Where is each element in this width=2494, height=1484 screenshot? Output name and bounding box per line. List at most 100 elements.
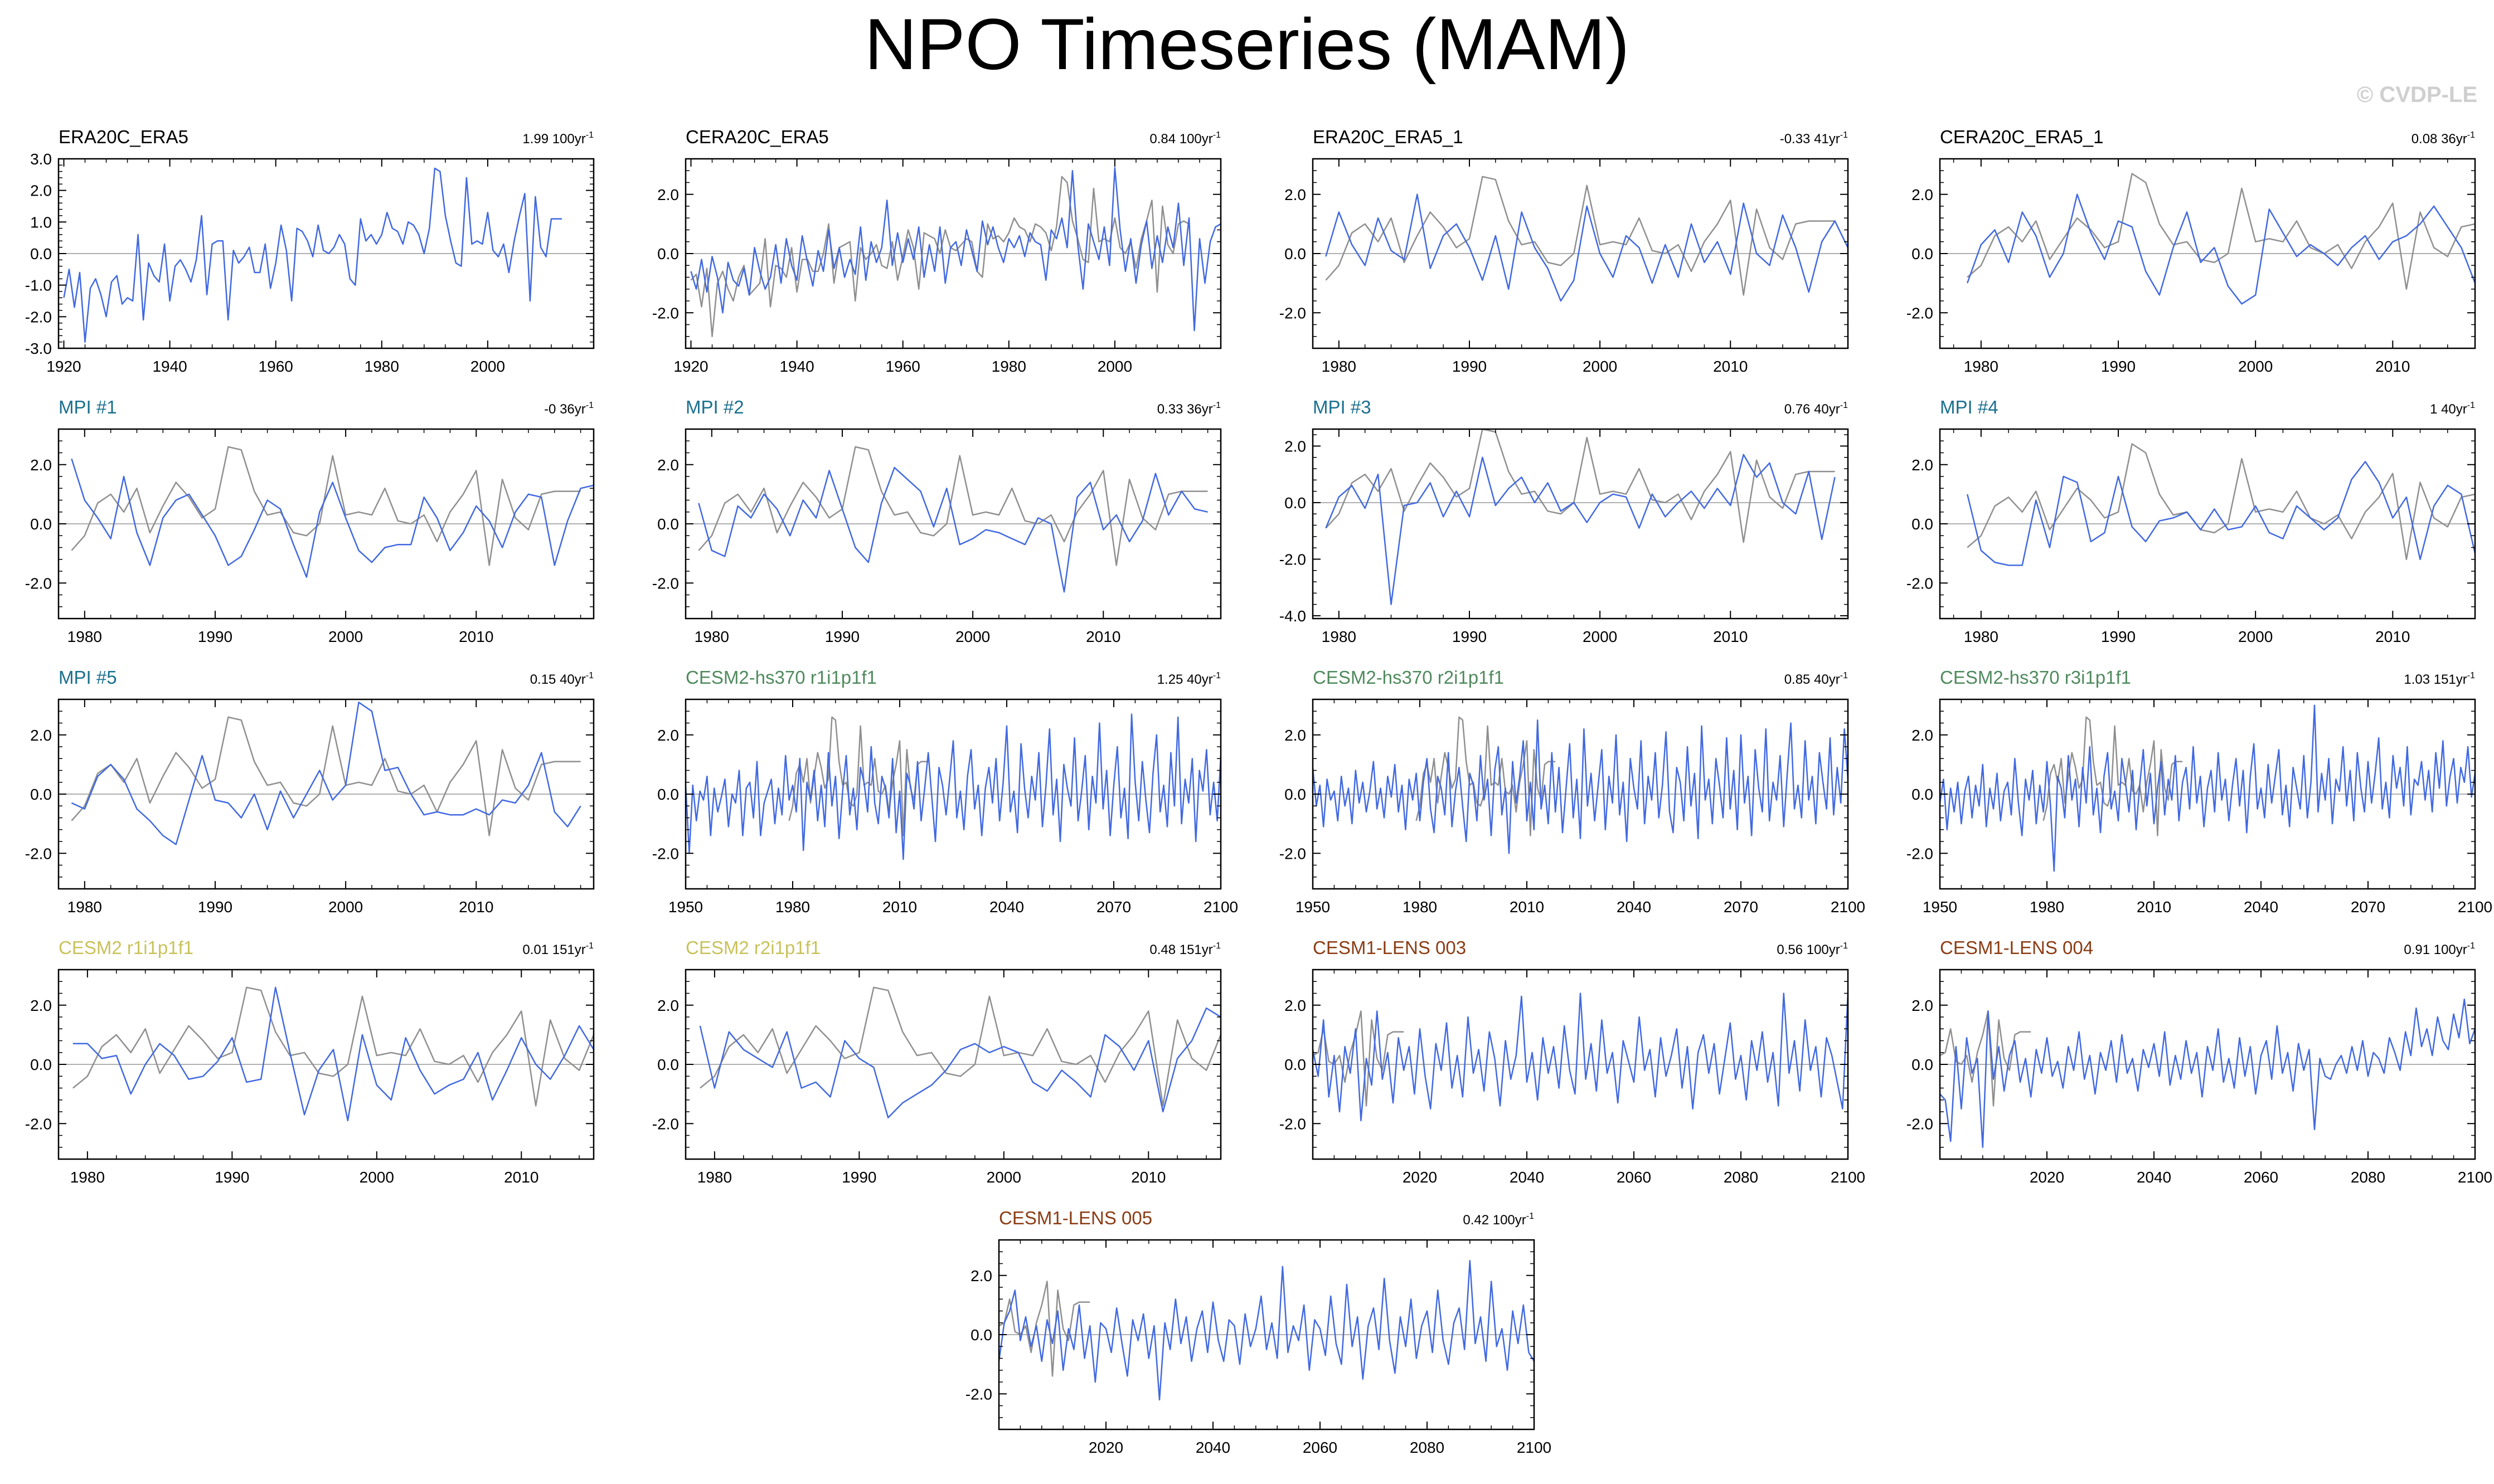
series-observed (1325, 176, 1835, 296)
x-tick-label: 2000 (328, 628, 363, 645)
series-model (1967, 193, 2475, 305)
panel-8: MPI #4 1 40yr-1 2.0 0.0 -2.0 1980 1990 2000 2010 (1906, 397, 2476, 645)
x-tick-label: 1920 (46, 358, 81, 375)
x-tick-label: 2000 (1583, 628, 1617, 645)
panel-1: ERA20C_ERA5 1.99 100yr-1 3.0 2.0 1.0 0.0 -1.0 -… (25, 126, 595, 375)
series-observed (698, 446, 1208, 566)
series-model (1313, 992, 1848, 1122)
panel-title: CESM2 r2i1p1f1 (686, 937, 821, 958)
y-tick-label: 2.0 (657, 727, 679, 744)
panel-15: CESM1-LENS 003 0.56 100yr-1 2.0 0.0 -2.0 2020… (1279, 937, 1865, 1186)
panel-trend: 0.84 100yr-1 (1149, 130, 1221, 147)
series-observed (72, 986, 594, 1107)
y-tick-label: 0.0 (30, 786, 52, 803)
panel-trend: 0.15 40yr-1 (530, 671, 594, 687)
x-tick-label: 2010 (1713, 628, 1748, 645)
y-tick-label: -4.0 (1279, 607, 1306, 625)
y-tick-label: -2.0 (1279, 845, 1306, 862)
y-tick-label: -2.0 (1906, 1115, 1933, 1132)
x-tick-label: 2010 (2137, 898, 2171, 916)
panel-7: MPI #3 0.76 40yr-1 2.0 0.0 -2.0 -4.0 1980 1990 2… (1279, 397, 1849, 645)
series-model (686, 713, 1221, 860)
y-tick-label: -2.0 (652, 1115, 679, 1132)
x-tick-label: 1940 (152, 358, 187, 375)
x-tick-label: 2000 (1098, 358, 1132, 375)
series-observed (690, 176, 1190, 338)
y-tick-label: 0.0 (1911, 786, 1933, 803)
x-tick-label: 1980 (992, 358, 1026, 375)
y-tick-label: -2.0 (1906, 575, 1933, 592)
watermark: © CVDP-LE (2356, 82, 2477, 107)
series-model (1940, 998, 2475, 1149)
y-tick-label: -2.0 (25, 845, 52, 862)
y-tick-label: 0.0 (30, 1056, 52, 1073)
panel-title: MPI #5 (59, 667, 117, 688)
series-observed (1415, 716, 1556, 836)
x-tick-label: 1980 (67, 628, 102, 645)
y-tick-label: -2.0 (1279, 304, 1306, 322)
y-tick-label: 0.0 (971, 1326, 992, 1344)
x-tick-label: 2010 (504, 1169, 538, 1186)
panel-title: CESM2-hs370 r2i1p1f1 (1313, 667, 1504, 688)
panel-16: CESM1-LENS 004 0.91 100yr-1 2.0 0.0 -2.0 2020… (1906, 937, 2492, 1186)
series-model (1313, 719, 1848, 854)
series-observed (999, 1281, 1090, 1377)
x-tick-label: 1980 (70, 1169, 105, 1186)
x-tick-label: 2080 (1410, 1439, 1444, 1456)
y-tick-label: 0.0 (657, 245, 679, 262)
y-tick-label: 2.0 (1911, 186, 1933, 203)
series-observed (1967, 173, 2475, 290)
x-tick-label: 2010 (2375, 358, 2410, 375)
y-tick-label: 0.0 (1284, 1056, 1306, 1073)
panel-title: CESM1-LENS 005 (999, 1208, 1152, 1228)
panel-title: CESM2 r1i1p1f1 (59, 937, 193, 958)
series-model (71, 458, 594, 578)
y-tick-label: 2.0 (1911, 456, 1933, 474)
x-tick-label: 2100 (1831, 1169, 1865, 1186)
y-tick-label: -2.0 (25, 308, 52, 325)
panel-title: CESM1-LENS 004 (1940, 937, 2093, 958)
series-observed (700, 986, 1221, 1107)
y-tick-label: 0.0 (30, 245, 52, 262)
y-tick-label: -2.0 (965, 1385, 992, 1403)
y-tick-label: -2.0 (652, 845, 679, 862)
x-tick-label: 1920 (673, 358, 708, 375)
series-model (690, 167, 1221, 332)
y-tick-label: -1.0 (25, 277, 52, 294)
panel-12: CESM2-hs370 r3i1p1f1 1.03 151yr-1 2.0 0.0 -2… (1906, 667, 2492, 916)
panel-trend: 0.91 100yr-1 (2404, 941, 2475, 957)
panel-2: CERA20C_ERA5 0.84 100yr-1 2.0 0.0 -2.0 1920 19… (652, 126, 1222, 375)
x-tick-label: 2000 (328, 898, 363, 916)
series-model (699, 1007, 1221, 1118)
x-tick-label: 2000 (2238, 358, 2273, 375)
y-tick-label: -2.0 (652, 304, 679, 322)
y-tick-label: -3.0 (25, 340, 52, 357)
x-tick-label: 1990 (842, 1169, 876, 1186)
panel-17: CESM1-LENS 005 0.42 100yr-1 2.0 0.0 -2.0 2020… (965, 1208, 1551, 1456)
x-tick-label: 2000 (360, 1169, 394, 1186)
y-tick-label: 2.0 (971, 1267, 992, 1284)
series-model (1325, 193, 1848, 302)
panel-trend: 0.56 100yr-1 (1777, 941, 1848, 957)
x-tick-label: 1990 (2101, 628, 2136, 645)
panel-4: CERA20C_ERA5_1 0.08 36yr-1 2.0 0.0 -2.0 1980 1… (1906, 126, 2476, 375)
x-tick-label: 1950 (1923, 898, 1957, 916)
y-tick-label: 2.0 (30, 182, 52, 200)
panel-trend: 0.01 151yr-1 (522, 941, 594, 957)
series-model (1966, 461, 2475, 566)
x-tick-label: 2060 (1303, 1439, 1337, 1456)
x-tick-label: 2040 (1617, 898, 1651, 916)
x-tick-label: 2040 (1510, 1169, 1544, 1186)
x-tick-label: 1980 (1964, 358, 1998, 375)
x-tick-label: 1980 (365, 358, 399, 375)
series-model (999, 1259, 1534, 1401)
x-tick-label: 2100 (2458, 1169, 2492, 1186)
x-tick-label: 2040 (1196, 1439, 1230, 1456)
y-tick-label: 0.0 (657, 1056, 679, 1073)
y-tick-label: 0.0 (1911, 245, 1933, 262)
panel-13: CESM2 r1i1p1f1 0.01 151yr-1 2.0 0.0 -2.0 1980… (25, 937, 595, 1186)
y-tick-label: 2.0 (1284, 437, 1306, 455)
series-observed (1325, 429, 1835, 543)
x-tick-label: 2100 (1204, 898, 1238, 916)
x-tick-label: 1980 (1322, 628, 1356, 645)
